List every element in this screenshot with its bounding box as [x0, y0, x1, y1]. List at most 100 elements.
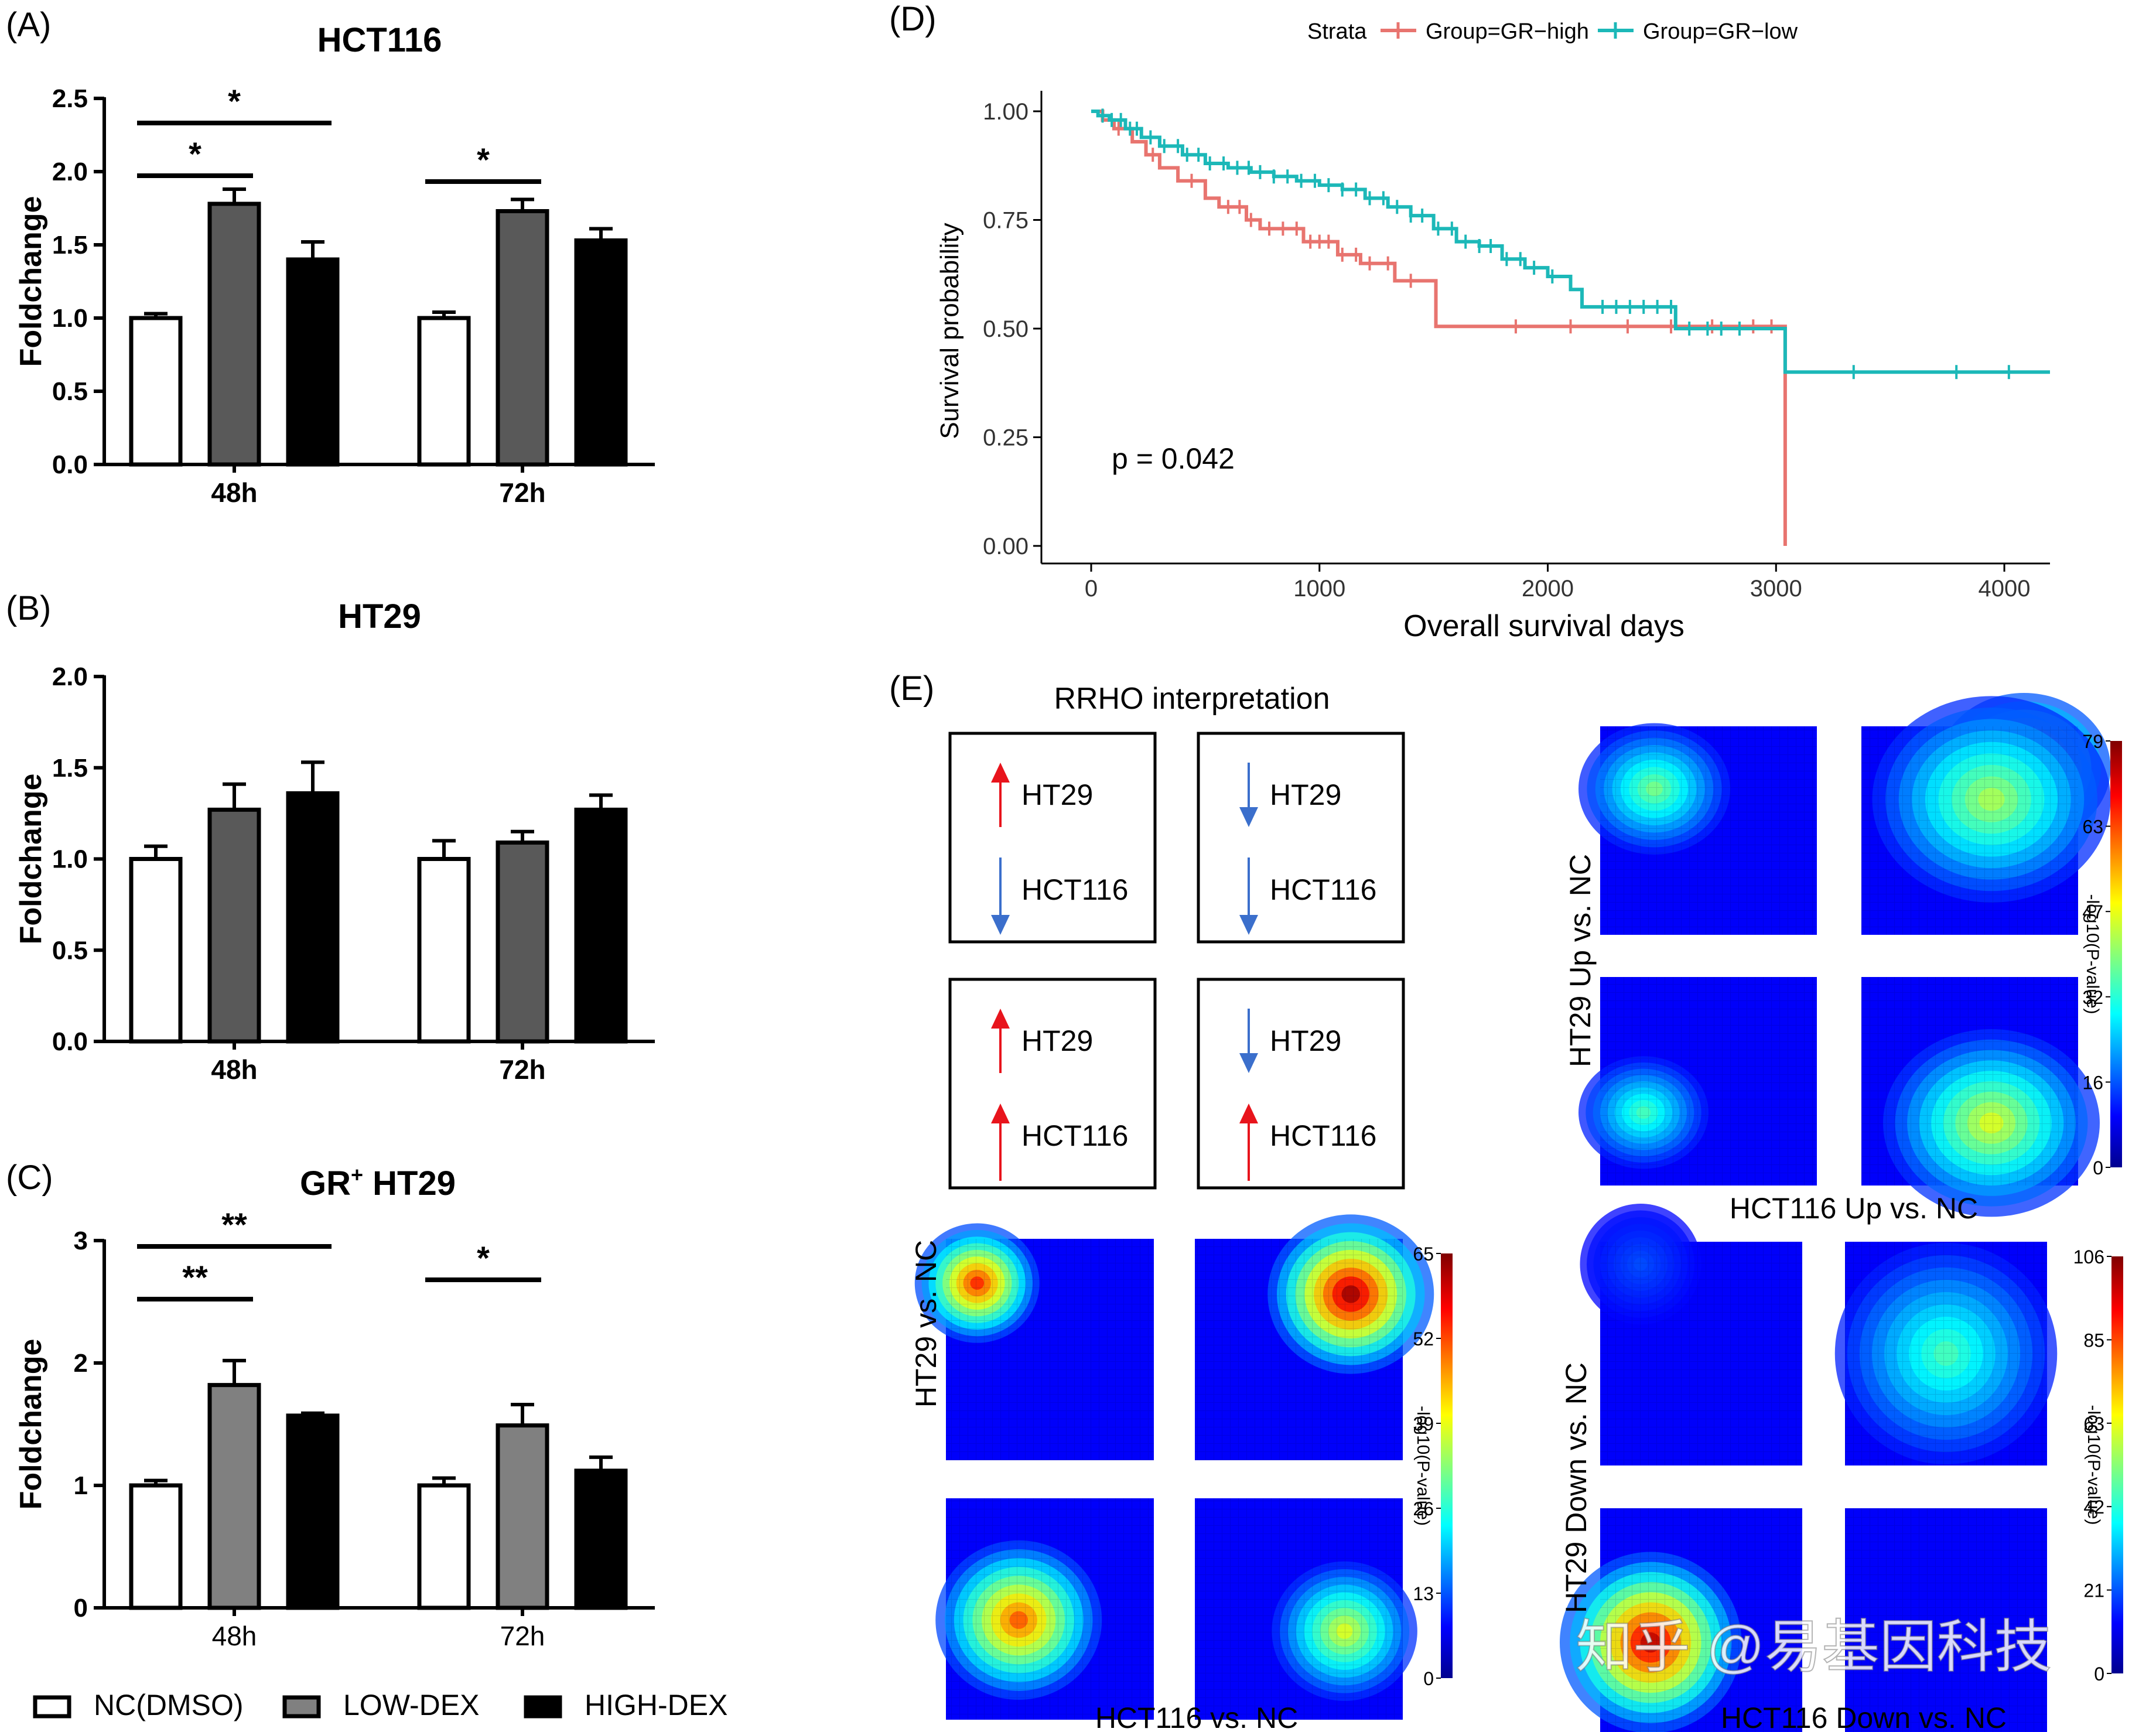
- rrho-box: [1197, 978, 1405, 1190]
- rrho-colorbar-tick-label: 63: [2082, 817, 2103, 838]
- x-tick-label: 48h: [211, 1054, 257, 1085]
- rrho-colorbar-all: [1441, 1253, 1453, 1678]
- rrho-box-bottom-label: HCT116: [1021, 1119, 1128, 1152]
- bar-highdex-48h: [286, 257, 340, 467]
- significance-star: **: [221, 1206, 247, 1243]
- km-ylabel: Survival probability: [935, 223, 964, 439]
- km-y-tick-label: 1.00: [983, 99, 1029, 125]
- rrho-colorbar-tick-label: 65: [1413, 1244, 1434, 1265]
- km-pvalue: p = 0.042: [1112, 442, 1235, 475]
- significance-star: *: [477, 141, 490, 178]
- arrow-up-icon-head: [991, 1009, 1010, 1029]
- y-tick-label: 2.5: [52, 84, 88, 113]
- arrow-down-icon-head: [991, 915, 1010, 935]
- rrho-ylabel-up: HT29 Up vs. NC: [1564, 854, 1597, 1067]
- rrho-heatmap-grid: [1861, 726, 2078, 935]
- y-tick-label: 1.0: [52, 845, 88, 874]
- y-axis-label: Foldchange: [14, 196, 48, 367]
- legend-swatch-nc: [33, 1695, 71, 1719]
- km-x-tick-label: 2000: [1522, 576, 1574, 602]
- legend-label-low: LOW-DEX: [343, 1689, 479, 1721]
- km-x-tick-label: 4000: [1979, 576, 2031, 602]
- rrho-box-top-label: HT29: [1270, 778, 1341, 811]
- panel-b: (B) HT29 0.0 0.5 1.0 1.5 2.0 Foldchange 48h 72h: [6, 589, 655, 1085]
- y-tick-label: 0.5: [52, 936, 88, 965]
- panel-a: (A) HCT116 0.0 0.5 1.0 1.5 2.0 2.5 Foldchange 4…: [6, 6, 655, 508]
- significance-star: *: [228, 83, 241, 119]
- rrho-xlabel-all: HCT116 vs. NC: [1095, 1702, 1298, 1732]
- rrho-colorbar-tick-label: 39: [1413, 1413, 1434, 1434]
- rrho-box: [1197, 732, 1405, 944]
- y-tick-label: 0.5: [52, 377, 88, 406]
- legend-label-nc: NC(DMSO): [94, 1689, 244, 1721]
- rrho-ylabel-all: HT29 vs. NC: [910, 1240, 942, 1408]
- rrho-colorbar-tick-label: 106: [2073, 1246, 2104, 1268]
- km-plot: 0.00 0.25 0.50 0.75 1.00 0 1000 2000 3000 4000: [983, 91, 2050, 602]
- rrho-colorbar-tick-label: 0: [1423, 1668, 1434, 1689]
- y-tick-label: 1.0: [52, 304, 88, 333]
- bar-highdex-48h: [286, 1413, 340, 1610]
- bar-ncdmso-72h: [417, 1483, 471, 1610]
- panel-a-tag: (A): [6, 6, 51, 44]
- rrho-colorbar-up: [2110, 741, 2122, 1167]
- rrho-colorbar-tick-label: 79: [2082, 731, 2103, 752]
- rrho-colorbar-tick-label: 26: [1413, 1498, 1434, 1519]
- km-x-tick-label: 1000: [1293, 576, 1345, 602]
- panel-d-tag: (D): [889, 0, 937, 38]
- rrho-heatmap-grid: [1600, 726, 1817, 935]
- bar-lowdex-72h: [496, 209, 549, 467]
- panel-e-tag: (E): [889, 669, 934, 708]
- rrho-box: [948, 732, 1157, 944]
- significance-star: **: [182, 1259, 208, 1296]
- y-tick-label: 2.0: [52, 158, 88, 186]
- rrho-box-bottom-label: HCT116: [1021, 873, 1128, 906]
- rrho-colorbar-tick-label: 47: [2082, 901, 2103, 923]
- bar-lowdex-48h: [207, 807, 261, 1044]
- rrho-box-top-label: HT29: [1270, 1024, 1341, 1057]
- rrho-heatmap-grid: [1600, 1508, 1802, 1732]
- arrow-down-icon-head: [1239, 807, 1258, 827]
- rrho-ylabel-down: HT29 Down vs. NC: [1560, 1362, 1593, 1613]
- panel-a-bar-chart: 0.0 0.5 1.0 1.5 2.0 2.5 Foldchange 48h 72h * * *: [14, 83, 655, 508]
- bar-lowdex-72h: [496, 840, 549, 1044]
- km-x-tick-label: 3000: [1750, 576, 1802, 602]
- rrho-heatmap-grid: [1195, 1239, 1403, 1460]
- rrho-colorbar-label: -log10(P-value): [2083, 894, 2102, 1014]
- x-tick-label: 48h: [212, 1621, 257, 1651]
- rrho-colorbar-tick-label: 52: [1413, 1328, 1434, 1350]
- rrho-colorbar-down: [2111, 1256, 2123, 1673]
- legend-label-high: HIGH-DEX: [585, 1689, 727, 1721]
- rrho-box-bottom-label: HCT116: [1270, 873, 1376, 906]
- rrho-heatmap-grid: [1600, 1242, 1802, 1465]
- panel-b-title: HT29: [338, 597, 421, 636]
- rrho-interpretation-title: RRHO interpretation: [1054, 682, 1330, 716]
- rrho-heatmap-grid: [946, 1239, 1154, 1460]
- rrho-heatmap-grid: [1845, 1242, 2047, 1465]
- rrho-colorbar-tick-label: 21: [2083, 1580, 2104, 1601]
- bar-lowdex-72h: [496, 1423, 549, 1610]
- rrho-heatmap-grid: [1861, 977, 2078, 1186]
- panel-e: (E) RRHO interpretation HT29 HCT116 HT29 HC…: [889, 669, 2123, 1732]
- km-legend: Strata Group=GR−high Group=GR−low: [1307, 19, 1798, 44]
- y-tick-label: 0: [74, 1594, 88, 1622]
- panel-c-title: GR+ HT29: [300, 1163, 456, 1203]
- rrho-heatmap-grid: [1195, 1498, 1403, 1720]
- y-tick-label: 1: [74, 1471, 88, 1500]
- panel-c-tag: (C): [6, 1159, 53, 1197]
- panel-a-title: HCT116: [317, 21, 442, 59]
- rrho-box-top-label: HT29: [1021, 778, 1093, 811]
- y-tick-label: 0.0: [52, 1027, 88, 1056]
- rrho-colorbar-tick-label: 16: [2082, 1072, 2103, 1093]
- rrho-colorbar-tick-label: 13: [1413, 1583, 1434, 1604]
- x-tick-label: 72h: [499, 1054, 545, 1085]
- rrho-colorbar-tick-label: 63: [2083, 1413, 2104, 1434]
- km-y-tick-label: 0.75: [983, 208, 1029, 234]
- bar-legend: NC(DMSO) LOW-DEX HIGH-DEX: [33, 1689, 727, 1721]
- arrow-up-icon-head: [991, 1104, 1010, 1123]
- y-tick-label: 2: [74, 1349, 88, 1378]
- rrho-heatmap-grid: [946, 1498, 1154, 1720]
- y-tick-label: 1.5: [52, 754, 88, 783]
- rrho-colorbar-tick-label: 42: [2083, 1497, 2104, 1518]
- rrho-xlabel-up: HCT116 Up vs. NC: [1730, 1192, 1978, 1225]
